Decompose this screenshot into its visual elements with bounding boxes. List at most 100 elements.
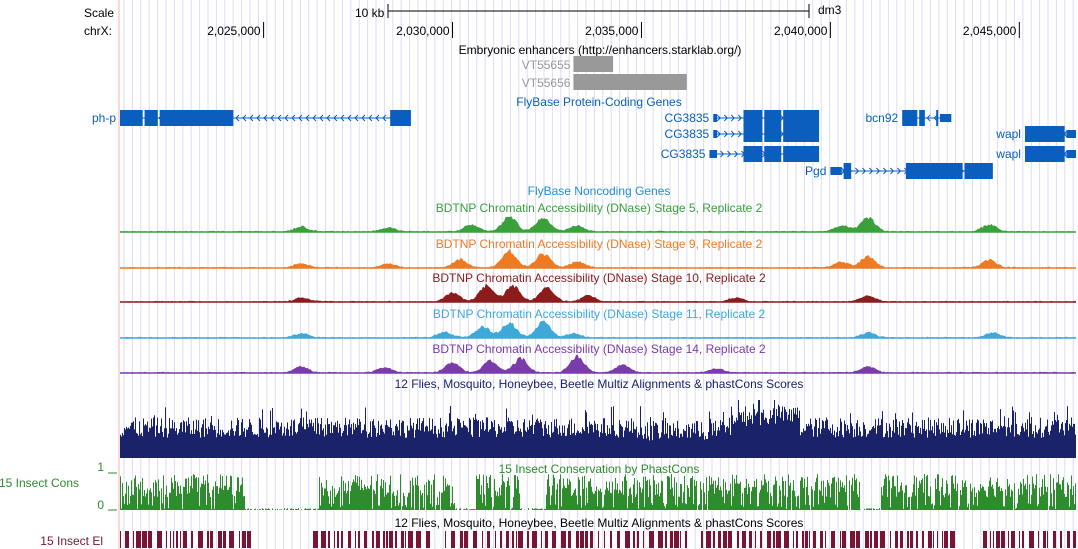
conserved-element[interactable] <box>637 531 639 548</box>
conserved-element[interactable] <box>916 531 918 548</box>
conserved-element[interactable] <box>223 531 226 548</box>
conserved-element[interactable] <box>755 531 756 548</box>
gene-exon[interactable] <box>713 114 718 122</box>
conserved-element[interactable] <box>1060 531 1062 548</box>
gene-exon[interactable] <box>764 110 782 126</box>
gene-exon[interactable] <box>709 150 718 158</box>
phastcons-side-label[interactable]: 15 Insect Cons <box>0 476 79 490</box>
conserved-element[interactable] <box>207 531 209 548</box>
conserved-element[interactable] <box>728 531 732 548</box>
conserved-element[interactable] <box>148 531 152 548</box>
conserved-element[interactable] <box>541 531 542 548</box>
enhancer-label[interactable]: VT55656 <box>522 76 571 90</box>
conserved-element[interactable] <box>910 531 913 548</box>
conserved-element[interactable] <box>922 531 924 548</box>
conserved-element[interactable] <box>482 531 483 548</box>
conserved-element[interactable] <box>532 531 537 548</box>
conserved-element[interactable] <box>426 531 430 548</box>
gene-exon[interactable] <box>390 110 411 126</box>
conserved-element[interactable] <box>239 531 240 548</box>
gene-exon[interactable] <box>936 110 939 126</box>
conserved-element[interactable] <box>125 531 129 548</box>
gene-exon[interactable] <box>919 110 925 126</box>
conserved-element[interactable] <box>749 531 752 548</box>
conserved-element[interactable] <box>809 531 810 548</box>
gene-exon[interactable] <box>1024 126 1065 142</box>
conserved-element[interactable] <box>561 531 566 548</box>
conserved-element[interactable] <box>1047 531 1048 548</box>
conserved-element[interactable] <box>776 531 781 548</box>
conserved-element[interactable] <box>157 531 162 548</box>
conserved-element[interactable] <box>983 531 987 548</box>
dnase-signal[interactable] <box>120 320 1076 338</box>
conserved-element[interactable] <box>191 531 193 548</box>
conserved-element[interactable] <box>313 531 318 548</box>
gene-exon[interactable] <box>1066 130 1076 138</box>
conserved-element[interactable] <box>610 531 612 548</box>
phastcons-wiggle[interactable] <box>120 474 1076 510</box>
conserved-element[interactable] <box>337 531 339 548</box>
conserved-element[interactable] <box>229 531 234 548</box>
gene-label[interactable]: wapl <box>995 127 1021 141</box>
conserved-element[interactable] <box>1008 531 1009 548</box>
conserved-element[interactable] <box>445 531 446 548</box>
conserved-element[interactable] <box>742 531 746 548</box>
conserved-element[interactable] <box>937 531 938 548</box>
gene-exon[interactable] <box>843 163 852 179</box>
gene-exon[interactable] <box>144 110 158 126</box>
conserved-element[interactable] <box>242 531 246 548</box>
conserved-element[interactable] <box>1019 531 1020 548</box>
conserved-element[interactable] <box>166 531 167 548</box>
conserved-element[interactable] <box>723 531 727 548</box>
conserved-element[interactable] <box>895 531 898 548</box>
conserved-element[interactable] <box>649 531 654 548</box>
conserved-element[interactable] <box>176 531 178 548</box>
conserved-element[interactable] <box>389 531 393 548</box>
conserved-element[interactable] <box>617 531 620 548</box>
conserved-elements-track[interactable] <box>120 531 1076 548</box>
conserved-element[interactable] <box>598 531 599 548</box>
conserved-element[interactable] <box>993 531 994 548</box>
gene-exon[interactable] <box>1066 150 1076 158</box>
conserved-element[interactable] <box>950 531 955 548</box>
gene-label[interactable]: Pgd <box>805 164 826 178</box>
gene-exon[interactable] <box>743 146 763 162</box>
conserved-element[interactable] <box>576 531 579 548</box>
enhancer-feature[interactable] <box>573 74 687 90</box>
conserved-element[interactable] <box>1038 531 1039 548</box>
gene-exon[interactable] <box>783 126 820 142</box>
conserved-element[interactable] <box>773 531 775 548</box>
conserved-element[interactable] <box>1001 531 1005 548</box>
conserved-element[interactable] <box>874 531 878 548</box>
conserved-element[interactable] <box>590 531 593 548</box>
conserved-element[interactable] <box>680 531 681 548</box>
conserved-element[interactable] <box>793 531 794 548</box>
conserved-element[interactable] <box>585 531 588 548</box>
conserved-element[interactable] <box>247 531 251 548</box>
conserved-element[interactable] <box>173 531 174 548</box>
conserved-element[interactable] <box>1043 531 1046 548</box>
gene-label[interactable]: CG3835 <box>661 147 706 161</box>
enhancer-label[interactable]: VT55655 <box>522 58 571 72</box>
gene-exon[interactable] <box>964 163 993 179</box>
conserved-element[interactable] <box>665 531 667 548</box>
conserved-element[interactable] <box>136 531 141 548</box>
conserved-element[interactable] <box>1067 531 1070 548</box>
conserved-element[interactable] <box>990 531 991 548</box>
conserved-element[interactable] <box>890 531 891 548</box>
conserved-element[interactable] <box>516 531 517 548</box>
gene-exon[interactable] <box>939 114 952 122</box>
conserved-element[interactable] <box>1053 531 1056 548</box>
conserved-element[interactable] <box>718 531 721 548</box>
multiz-conservation-wiggle[interactable] <box>120 400 1076 458</box>
enhancers-track[interactable]: VT55655 VT55656 <box>522 56 687 90</box>
conserved-element[interactable] <box>460 531 463 548</box>
conserved-element[interactable] <box>408 531 413 548</box>
conserved-element[interactable] <box>473 531 477 548</box>
conserved-element[interactable] <box>856 531 860 548</box>
conserved-element[interactable] <box>643 531 644 548</box>
ruler[interactable]: Scale chrX: 10 kb dm3 2,025,000 2,030,000… <box>84 3 1020 38</box>
dnase-signal[interactable] <box>120 283 1076 303</box>
elements-side-label[interactable]: 15 Insect El <box>40 534 103 548</box>
